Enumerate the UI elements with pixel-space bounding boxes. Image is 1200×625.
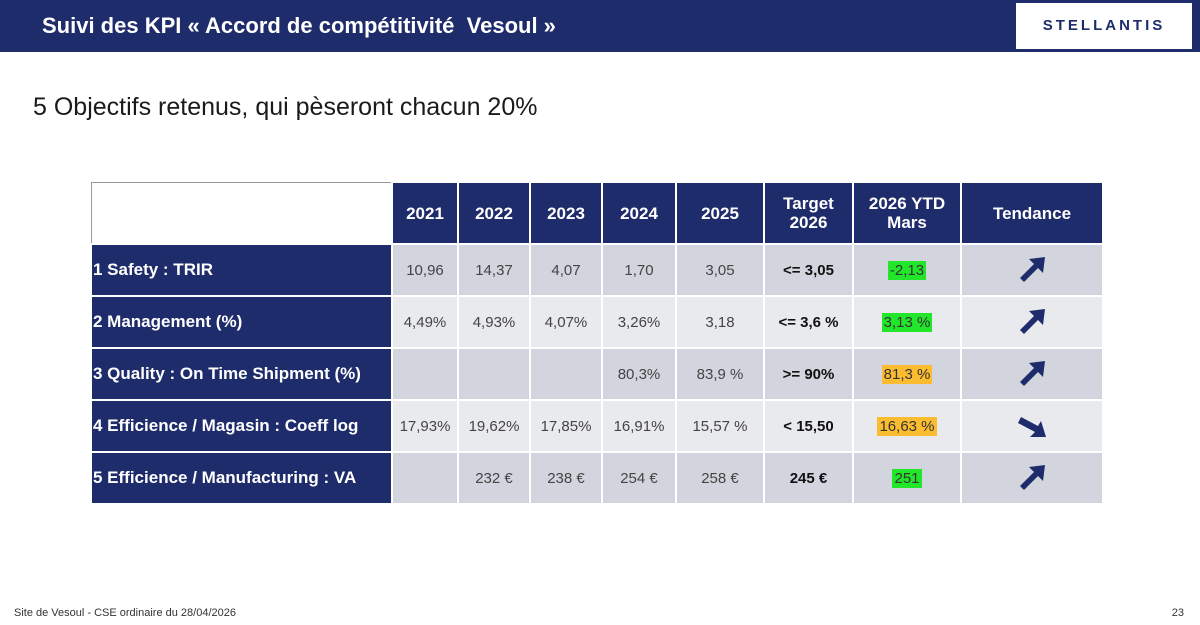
kpi-value: 3,05 [675,243,765,297]
kpi-target: < 15,50 [763,399,854,453]
kpi-value: 254 € [601,451,677,505]
kpi-ytd: 3,13 % [852,295,962,349]
up-arrow-icon [960,451,1104,505]
column-header: 2024 [601,181,677,245]
kpi-value: 4,49% [391,295,459,349]
kpi-ytd: 16,63 % [852,399,962,453]
kpi-label: 1 Safety : TRIR [90,243,393,297]
kpi-label: 2 Management (%) [90,295,393,349]
kpi-value: 15,57 % [675,399,765,453]
column-header: 2026 YTD Mars [852,181,962,245]
kpi-value: 258 € [675,451,765,505]
down-arrow-icon [960,399,1104,453]
table-row: 5 Efficience / Manufacturing : VA 232 €23… [90,451,1104,505]
column-header: 2023 [529,181,603,245]
ytd-highlight: -2,13 [887,260,927,280]
kpi-value: 10,96 [391,243,459,297]
kpi-label: 3 Quality : On Time Shipment (%) [90,347,393,401]
kpi-value: 4,07 [529,243,603,297]
logo-text: STELLANTIS [1042,17,1166,34]
table-row: 2 Management (%) 4,49% 4,93% 4,07% 3,26% 3,18… [90,295,1104,349]
kpi-ytd: -2,13 [852,243,962,297]
table-row: 3 Quality : On Time Shipment (%) 80,3% 83,… [90,347,1104,401]
kpi-value [529,347,603,401]
table-row: 4 Efficience / Magasin : Coeff log 17,93%… [90,399,1104,453]
kpi-ytd: 251 [852,451,962,505]
column-header: Target 2026 [763,181,854,245]
kpi-target: 245 € [763,451,854,505]
kpi-value: 232 € [457,451,531,505]
kpi-value: 3,18 [675,295,765,349]
page-number: 23 [1171,607,1184,619]
stellantis-logo: STELLANTIS [1016,3,1192,49]
up-arrow-icon [960,295,1104,349]
column-header: 2025 [675,181,765,245]
kpi-value: 3,26% [601,295,677,349]
ytd-highlight: 81,3 % [881,364,933,384]
kpi-target: <= 3,05 [763,243,854,297]
kpi-value: 4,93% [457,295,531,349]
kpi-value: 4,07% [529,295,603,349]
ytd-highlight: 251 [892,468,922,488]
slide-subtitle: 5 Objectifs retenus, qui pèseront chacun… [33,93,538,121]
kpi-value: 83,9 % [675,347,765,401]
kpi-value: 238 € [529,451,603,505]
page-title: Suivi des KPI « Accord de compétitivité … [42,13,556,38]
kpi-ytd: 81,3 % [852,347,962,401]
ytd-highlight: 16,63 % [877,416,937,436]
header-bar: Suivi des KPI « Accord de compétitivité … [0,0,1200,52]
kpi-value [457,347,531,401]
table-corner [90,181,393,245]
kpi-target: <= 3,6 % [763,295,854,349]
kpi-value: 19,62% [457,399,531,453]
table-header-row: 2021 2022 2023 2024 2025 Target 2026 202… [90,181,1104,245]
kpi-target: >= 90% [763,347,854,401]
kpi-label: 5 Efficience / Manufacturing : VA [90,451,393,505]
kpi-value [391,347,459,401]
column-header: 2022 [457,181,531,245]
kpi-value: 1,70 [601,243,677,297]
column-header: 2021 [391,181,459,245]
ytd-highlight: 3,13 % [881,312,933,332]
up-arrow-icon [960,243,1104,297]
up-arrow-icon [960,347,1104,401]
kpi-label: 4 Efficience / Magasin : Coeff log [90,399,393,453]
footer-text: Site de Vesoul - CSE ordinaire du 28/04/… [14,607,236,619]
column-header: Tendance [960,181,1104,245]
kpi-value: 17,93% [391,399,459,453]
kpi-value: 14,37 [457,243,531,297]
kpi-table: 2021 2022 2023 2024 2025 Target 2026 202… [90,181,1104,505]
table-row: 1 Safety : TRIR 10,96 14,37 4,07 1,70 3,05 <= … [90,243,1104,297]
kpi-value: 17,85% [529,399,603,453]
kpi-value: 16,91% [601,399,677,453]
kpi-value [391,451,459,505]
kpi-value: 80,3% [601,347,677,401]
